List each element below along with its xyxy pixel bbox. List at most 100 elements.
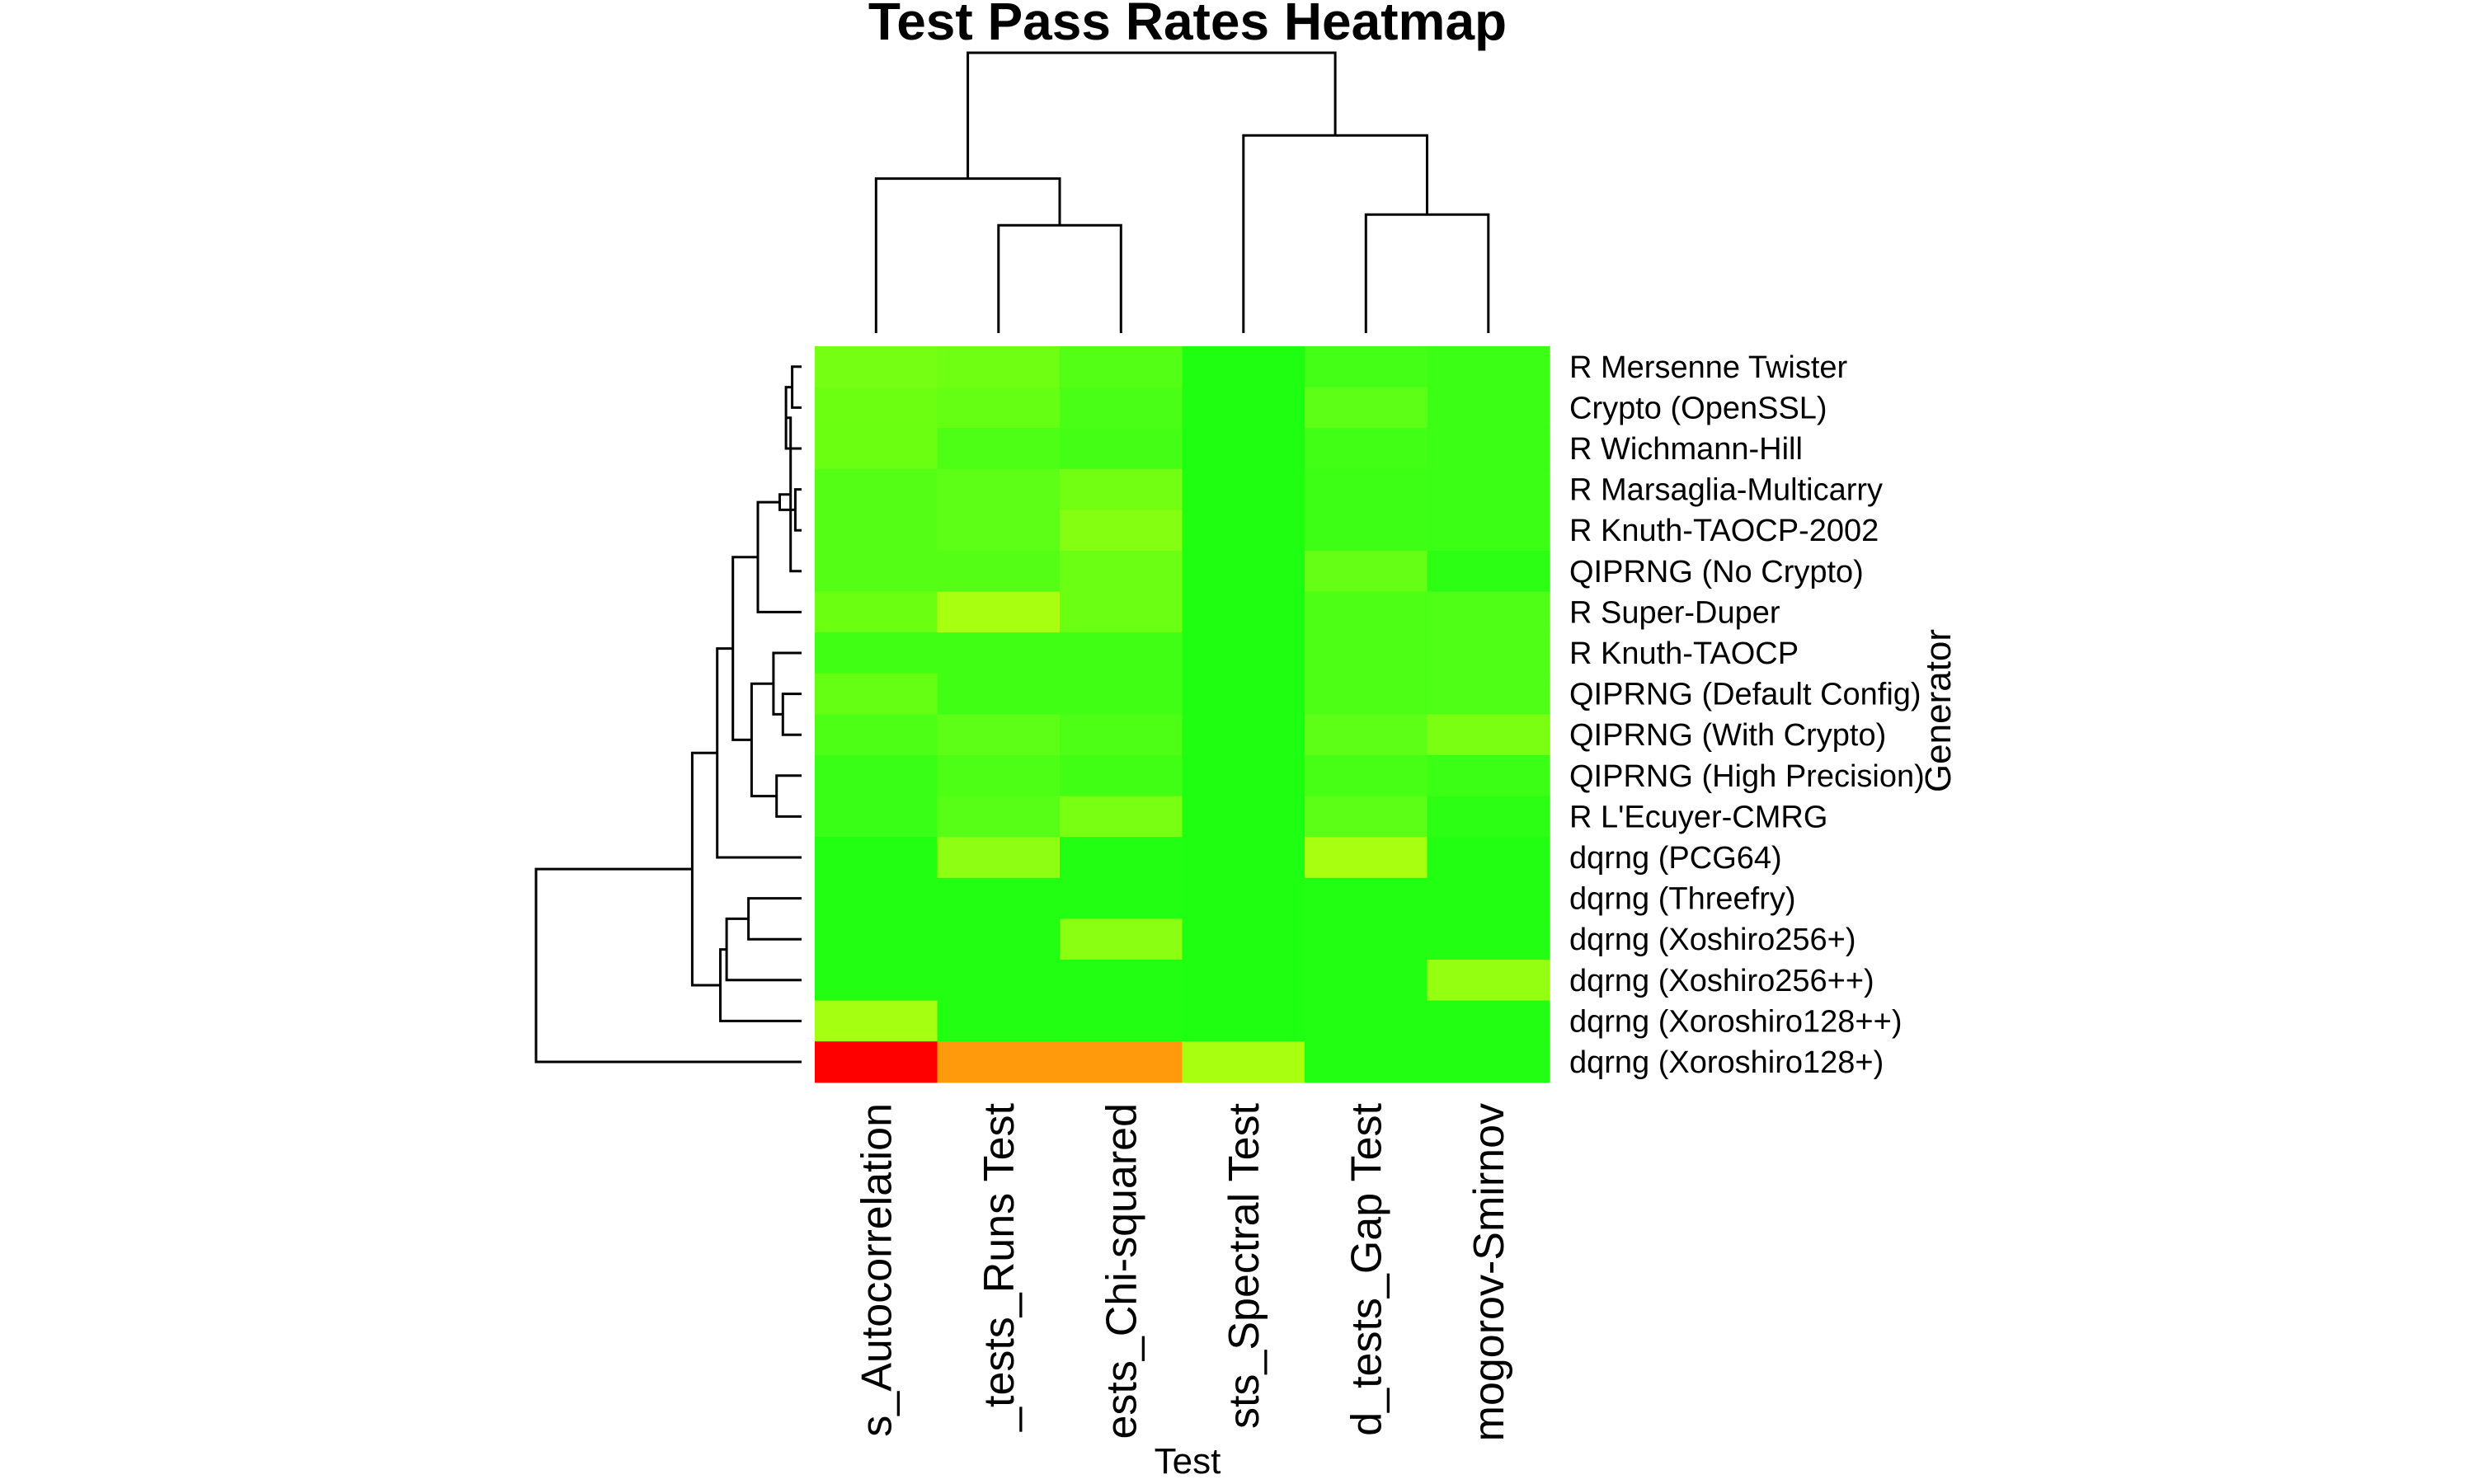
- heatmap-cell: [1305, 551, 1428, 593]
- heatmap-cell: [815, 428, 938, 470]
- row-label: R Knuth-TAOCP-2002: [1569, 514, 1879, 548]
- row-label: dqrng (Xoroshiro128+): [1569, 1045, 1884, 1080]
- dendrogram-branch: [874, 177, 1061, 333]
- dendrogram-branch: [747, 897, 802, 941]
- column-label: _tests_Runs Test: [976, 1102, 1023, 1431]
- heatmap-cell: [1060, 591, 1183, 633]
- heatmap-cell: [1060, 468, 1183, 510]
- heatmap-cell: [1427, 796, 1550, 838]
- heatmap-cell: [1060, 1000, 1183, 1042]
- heatmap-cell: [1427, 551, 1550, 593]
- row-label: QIPRNG (High Precision): [1569, 759, 1925, 794]
- heatmap-cell: [1060, 632, 1183, 674]
- heatmap-cell: [937, 1041, 1061, 1083]
- heatmap-cell: [1182, 591, 1305, 633]
- heatmap-cell: [815, 387, 938, 429]
- heatmap-cell: [1427, 591, 1550, 633]
- heatmap-cell: [937, 387, 1061, 429]
- row-label: dqrng (Xoroshiro128++): [1569, 1004, 1902, 1039]
- heatmap-cell: [815, 796, 938, 838]
- dendrogram-branch: [793, 488, 802, 532]
- dendrogram-branch: [1364, 213, 1490, 333]
- column-label: ests_Chi-squared: [1098, 1103, 1145, 1439]
- heatmap-cell: [937, 551, 1061, 593]
- heatmap-cell: [937, 632, 1061, 674]
- heatmap-cell: [815, 877, 938, 919]
- heatmap-cell: [1427, 1000, 1550, 1042]
- heatmap-cell: [937, 960, 1061, 1002]
- dendrogram-branch: [967, 51, 1337, 179]
- heatmap-cell: [815, 632, 938, 674]
- heatmap-cell: [815, 1000, 938, 1042]
- heatmap-cell: [937, 428, 1061, 470]
- heatmap-cell: [937, 714, 1061, 756]
- heatmap-cell: [1305, 796, 1428, 838]
- heatmap-cell: [1182, 714, 1305, 756]
- heatmap-cell: [1427, 673, 1550, 715]
- heatmap-cell: [937, 755, 1061, 797]
- heatmap-cells: [815, 346, 1550, 1083]
- heatmap-cell: [1182, 1041, 1305, 1083]
- dendrogram-branch: [716, 647, 802, 859]
- dendrogram-branch: [778, 493, 796, 511]
- row-label: dqrng (Xoshiro256++): [1569, 964, 1874, 998]
- heatmap-cell: [1182, 877, 1305, 919]
- heatmap-cell: [1427, 346, 1550, 388]
- dendrogram-branch: [791, 365, 802, 409]
- heatmap-cell: [1182, 837, 1305, 879]
- heatmap-cell: [1305, 468, 1428, 510]
- heatmap-cell: [1060, 837, 1183, 879]
- heatmap-cell: [815, 510, 938, 552]
- dendrogram-branch: [719, 948, 802, 1022]
- row-label: dqrng (Xoshiro256+): [1569, 923, 1856, 957]
- column-dendrogram: [874, 51, 1490, 333]
- heatmap-cell: [1305, 510, 1428, 552]
- row-label: R Wichmann-Hill: [1569, 432, 1803, 467]
- heatmap-cell: [1060, 1041, 1183, 1083]
- heatmap-cell: [937, 591, 1061, 633]
- heatmap-cell: [937, 346, 1061, 388]
- heatmap-cell: [1182, 673, 1305, 715]
- heatmap-cell: [815, 1041, 938, 1083]
- heatmap-cell: [1182, 960, 1305, 1002]
- row-label: R L'Ecuyer-CMRG: [1569, 800, 1827, 834]
- row-label: QIPRNG (No Crypto): [1569, 555, 1864, 589]
- column-label: mogorov-Smirnov: [1465, 1103, 1513, 1441]
- heatmap-cell: [1060, 714, 1183, 756]
- row-label: dqrng (Threefry): [1569, 882, 1796, 917]
- heatmap-cell: [1305, 918, 1428, 960]
- heatmap-cell: [1305, 714, 1428, 756]
- heatmap-cell: [1427, 468, 1550, 510]
- heatmap-cell: [815, 346, 938, 388]
- heatmap-cell: [937, 673, 1061, 715]
- heatmap-cell: [1305, 387, 1428, 429]
- heatmap-cell: [1305, 837, 1428, 879]
- heatmap-cell: [1182, 632, 1305, 674]
- dendrogram-branch: [997, 223, 1122, 333]
- heatmap-cell: [1182, 346, 1305, 388]
- heatmap-cell: [1305, 1041, 1428, 1083]
- heatmap-cell: [1182, 918, 1305, 960]
- heatmap-cell: [815, 918, 938, 960]
- column-label: d_tests_Gap Test: [1343, 1102, 1390, 1435]
- row-label: R Super-Duper: [1569, 595, 1780, 630]
- heatmap-cell: [1182, 428, 1305, 470]
- heatmap-cell: [815, 714, 938, 756]
- heatmap-cell: [1427, 428, 1550, 470]
- heatmap-cell: [1427, 755, 1550, 797]
- heatmap-cell: [1060, 510, 1183, 552]
- dendrogram-branch: [781, 693, 802, 736]
- heatmap-cell: [815, 468, 938, 510]
- heatmap-cell: [1060, 960, 1183, 1002]
- heatmap-cell: [1305, 960, 1428, 1002]
- heatmap-cell: [1060, 387, 1183, 429]
- heatmap-cell: [1427, 960, 1550, 1002]
- column-labels: s_Autocorrelation _tests_Runs Test ests_Ch…: [853, 1102, 1513, 1441]
- heatmap-cell: [937, 918, 1061, 960]
- heatmap-cell: [1060, 918, 1183, 960]
- row-label: R Knuth-TAOCP: [1569, 636, 1799, 671]
- heatmap-cell: [1427, 714, 1550, 756]
- heatmap-cell: [1305, 1000, 1428, 1042]
- heatmap-cell: [937, 796, 1061, 838]
